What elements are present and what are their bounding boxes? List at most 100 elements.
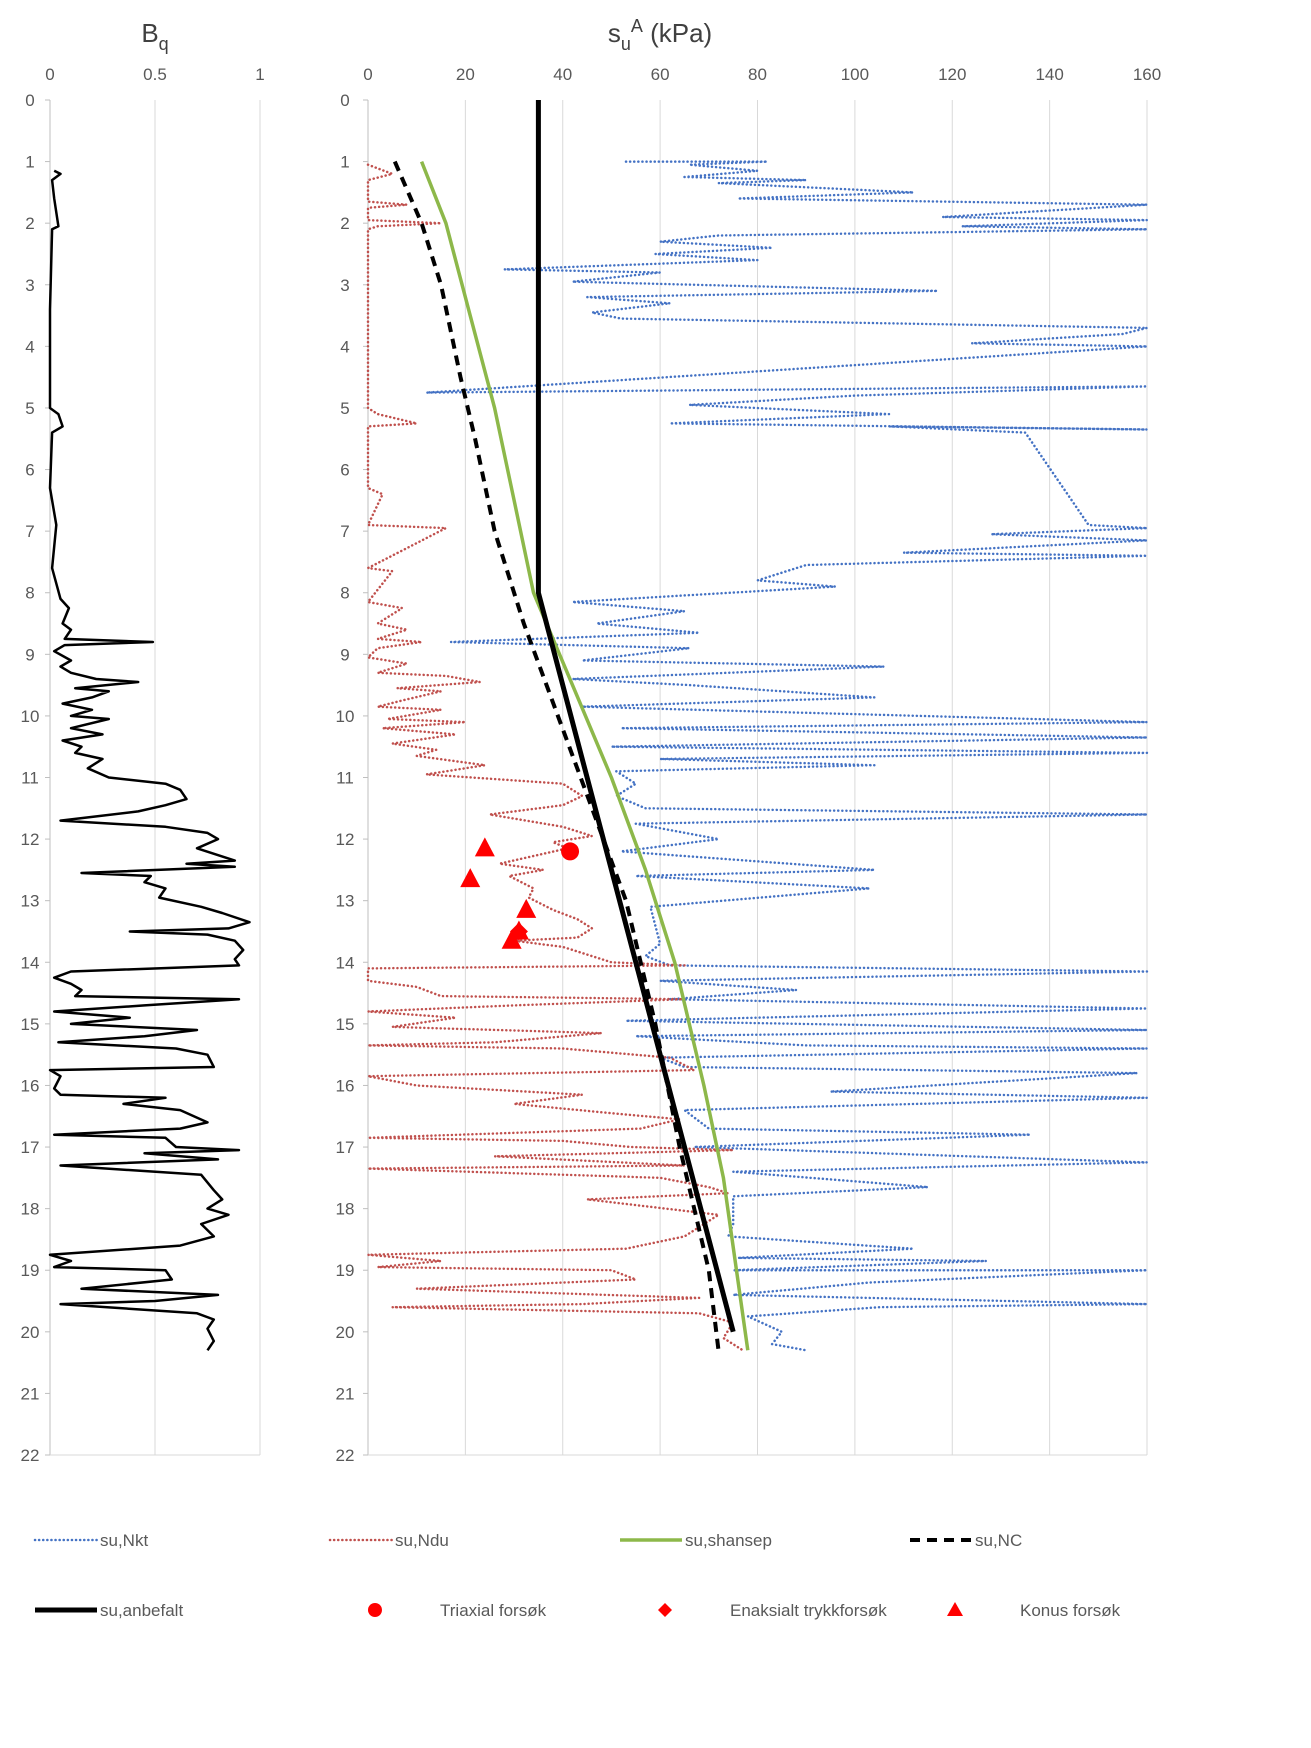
legend-item: su,shansep — [620, 1531, 772, 1550]
legend-symbol — [658, 1603, 672, 1617]
su-series-group — [366, 100, 1149, 1352]
bq-series-group — [48, 169, 251, 1352]
su-x-tick-label: 80 — [748, 65, 767, 84]
legend-item: su,NC — [910, 1531, 1022, 1550]
su-title-unit: (kPa) — [643, 18, 712, 48]
su-chart: suA (kPa) 0 20 40 60 80 100 120 140 160 01234567… — [336, 16, 1162, 1465]
legend-label: su,NC — [975, 1531, 1022, 1550]
bq-y-tick-label: 1 — [25, 153, 34, 172]
su-x-tick-label: 140 — [1035, 65, 1063, 84]
su-y-tick-label: 11 — [336, 769, 354, 788]
bq-y-tick-label: 11 — [21, 769, 39, 788]
series-line-su-anbefalt — [535, 100, 736, 1333]
su-y-tick-label: 10 — [336, 707, 355, 726]
bq-y-tick-label: 9 — [25, 645, 34, 664]
su-y-tick-label: 20 — [336, 1323, 355, 1342]
su-y-tick-label: 12 — [336, 830, 355, 849]
su-title-superscript: A — [631, 16, 643, 36]
su-title-main: s — [608, 18, 621, 48]
legend-item: su,Nkt — [33, 1531, 148, 1550]
legend-symbol — [947, 1602, 963, 1616]
legend-item: Triaxial forsøk — [368, 1601, 547, 1620]
bq-y-tick-label: 18 — [21, 1200, 40, 1219]
su-y-tick-label: 15 — [336, 1015, 355, 1034]
bq-y-tick-label: 14 — [21, 953, 40, 972]
legend-symbol — [368, 1603, 382, 1617]
bq-chart: Bq 0 0.5 1 0123456789101112131415161718192… — [21, 18, 265, 1465]
legend-label: Konus forsøk — [1020, 1601, 1121, 1620]
series-line-su-nkt — [425, 160, 1149, 1352]
su-y-tick-label: 17 — [336, 1138, 355, 1157]
bq-y-tick-label: 21 — [21, 1384, 40, 1403]
su-y-tick-label: 0 — [340, 91, 349, 110]
su-y-tick-label: 7 — [340, 522, 349, 541]
su-y-tick-label: 8 — [340, 584, 349, 603]
bq-y-tick-label: 5 — [25, 399, 34, 418]
bq-x-tick-label: 0.5 — [143, 65, 167, 84]
marker-triaxial-fors-k — [561, 842, 580, 861]
legend-label: Triaxial forsøk — [440, 1601, 547, 1620]
bq-y-tick-label: 0 — [25, 91, 34, 110]
su-y-tick-label: 13 — [336, 892, 355, 911]
su-x-tick-label: 160 — [1133, 65, 1161, 84]
bq-y-tick-label: 22 — [21, 1446, 40, 1465]
bq-y-tick-label: 16 — [21, 1076, 40, 1095]
su-y-tick-label: 4 — [340, 337, 349, 356]
bq-y-tick-label: 2 — [25, 214, 34, 233]
bq-y-tick-label: 7 — [25, 522, 34, 541]
su-y-tick-label: 16 — [336, 1076, 355, 1095]
marker-konus-fors-k — [474, 837, 495, 857]
bq-x-tick-label: 0 — [45, 65, 54, 84]
legend-item: su,Ndu — [328, 1531, 449, 1550]
bq-x-tick-labels: 0 0.5 1 — [45, 65, 264, 84]
legend-label: su,Nkt — [100, 1531, 148, 1550]
bq-y-tick-label: 15 — [21, 1015, 40, 1034]
su-x-tick-label: 20 — [456, 65, 475, 84]
su-y-tick-label: 9 — [340, 645, 349, 664]
su-gridlines — [363, 99, 1148, 1456]
su-chart-title: suA (kPa) — [608, 16, 712, 54]
bq-y-tick-label: 4 — [25, 337, 34, 356]
bq-y-tick-label: 8 — [25, 584, 34, 603]
series-line-bq — [48, 169, 251, 1352]
legend-label: su,shansep — [685, 1531, 772, 1550]
bq-y-tick-label: 19 — [21, 1261, 40, 1280]
su-x-tick-label: 120 — [938, 65, 966, 84]
legend-label: Enaksialt trykkforsøk — [730, 1601, 887, 1620]
bq-y-tick-label: 17 — [21, 1138, 40, 1157]
bq-y-tick-label: 6 — [25, 461, 34, 480]
su-y-tick-label: 21 — [336, 1384, 355, 1403]
series-line-su-ndu — [366, 163, 745, 1352]
bq-title-main: B — [141, 18, 158, 48]
marker-konus-fors-k — [460, 868, 481, 888]
bq-y-tick-label: 10 — [21, 707, 40, 726]
bq-title-subscript: q — [159, 34, 169, 54]
series-line-su-shansep — [419, 160, 750, 1351]
su-title-subscript: u — [621, 34, 631, 54]
bq-y-tick-label: 13 — [21, 892, 40, 911]
legend-label: su,Ndu — [395, 1531, 449, 1550]
legend-label: su,anbefalt — [100, 1601, 183, 1620]
su-y-tick-label: 19 — [336, 1261, 355, 1280]
su-x-tick-labels: 0 20 40 60 80 100 120 140 160 — [363, 65, 1161, 84]
su-y-tick-label: 3 — [340, 276, 349, 295]
bq-chart-title: Bq — [141, 18, 168, 54]
legend-item: Enaksialt trykkforsøk — [658, 1601, 887, 1620]
su-y-tick-label: 18 — [336, 1200, 355, 1219]
bq-y-tick-label: 3 — [25, 276, 34, 295]
marker-konus-fors-k — [501, 929, 522, 949]
su-x-tick-label: 100 — [841, 65, 869, 84]
bq-x-tick-label: 1 — [255, 65, 264, 84]
legend-item: Konus forsøk — [947, 1601, 1121, 1620]
su-y-tick-label: 2 — [340, 214, 349, 233]
marker-konus-fors-k — [516, 898, 537, 918]
su-y-tick-label: 14 — [336, 953, 355, 972]
su-y-tick-label: 22 — [336, 1446, 355, 1465]
su-y-tick-label: 5 — [340, 399, 349, 418]
su-y-tick-label: 6 — [340, 461, 349, 480]
su-x-tick-label: 60 — [651, 65, 670, 84]
legend-item: su,anbefalt — [35, 1601, 183, 1620]
su-marker-group — [460, 837, 580, 949]
